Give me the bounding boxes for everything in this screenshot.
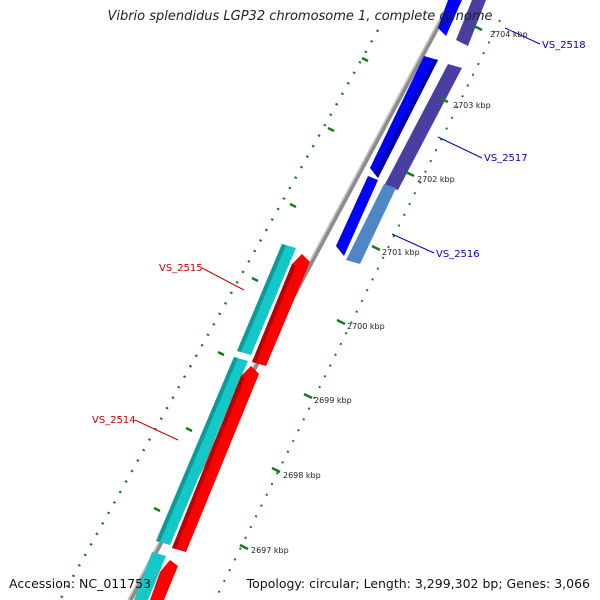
cds-next[interactable] [150,560,178,600]
outer-tick [327,126,335,133]
outer-tick [289,202,297,209]
tick-2697 [239,543,249,551]
tick-label-2699: 2699 kbp [314,396,352,405]
outer-tick [217,350,225,357]
tick-2700 [336,318,346,326]
tick-label-2698: 2698 kbp [283,471,321,480]
genome-summary: Topology: circular; Length: 3,299,302 bp… [246,576,590,591]
outer-dotted-track [58,29,380,600]
tick-label-2701: 2701 kbp [382,248,420,257]
cds-vs-2515[interactable] [252,254,310,366]
cds-vs-2516-b[interactable] [346,184,396,264]
cog-segment-2-shade [156,357,238,542]
forward-cds-track [150,254,310,600]
cds-vs-2515-shade [252,264,296,363]
cds-vs-2517-shade [374,59,438,178]
cog-segment-2 [156,357,248,545]
tick-2698 [271,466,281,474]
tick-2702 [405,170,415,178]
tick-label-2704: 2704 kbp [490,30,528,39]
gene-label-vs-2514[interactable]: VS_2514 [92,415,136,426]
gene-label-vs-2517[interactable]: VS_2517 [484,153,528,164]
outer-tick [153,506,161,513]
cog-segment-3 [134,552,166,600]
tick-label-2703: 2703 kbp [453,101,491,110]
cds-vs-2518-b[interactable] [456,0,486,46]
cog-track [134,244,296,600]
accession-label: Accession: NC_011753 [9,576,152,591]
cds-vs-2518[interactable] [438,0,462,36]
map-title: Vibrio splendidus LGP32 chromosome 1, co… [107,9,493,24]
outer-tick [251,276,259,283]
tick-2704 [473,24,483,32]
cds-vs-2516[interactable] [336,176,378,256]
gene-label-vs-2518[interactable]: VS_2518 [542,40,586,51]
tick-label-2702: 2702 kbp [417,175,455,184]
cds-vs-2514[interactable] [172,366,259,552]
scale-ticks [239,24,483,551]
gene-label-vs-2516[interactable]: VS_2516 [436,249,480,260]
tick-label-2700: 2700 kbp [347,322,385,331]
cds-vs-2517-b[interactable] [384,64,462,190]
tick-2699 [303,392,313,400]
outer-major-ticks [153,56,369,513]
gene-label-vs-2515[interactable]: VS_2515 [159,263,203,274]
leader-vs-2518 [504,27,541,45]
leader-vs-2515 [201,267,245,291]
leader-vs-2514 [134,419,179,441]
tick-label-2697: 2697 kbp [251,546,289,555]
cds-vs-2514-shade [172,376,245,549]
cog-segment-1-shade [237,244,286,352]
leader-vs-2516 [391,233,435,254]
outer-tick [361,56,369,63]
cog-segment-1 [237,244,296,355]
tick-2703 [439,96,449,104]
reverse-cds-track [336,0,486,264]
leader-vs-2517 [437,136,483,159]
tick-2701 [371,244,381,252]
outer-tick [185,426,193,433]
